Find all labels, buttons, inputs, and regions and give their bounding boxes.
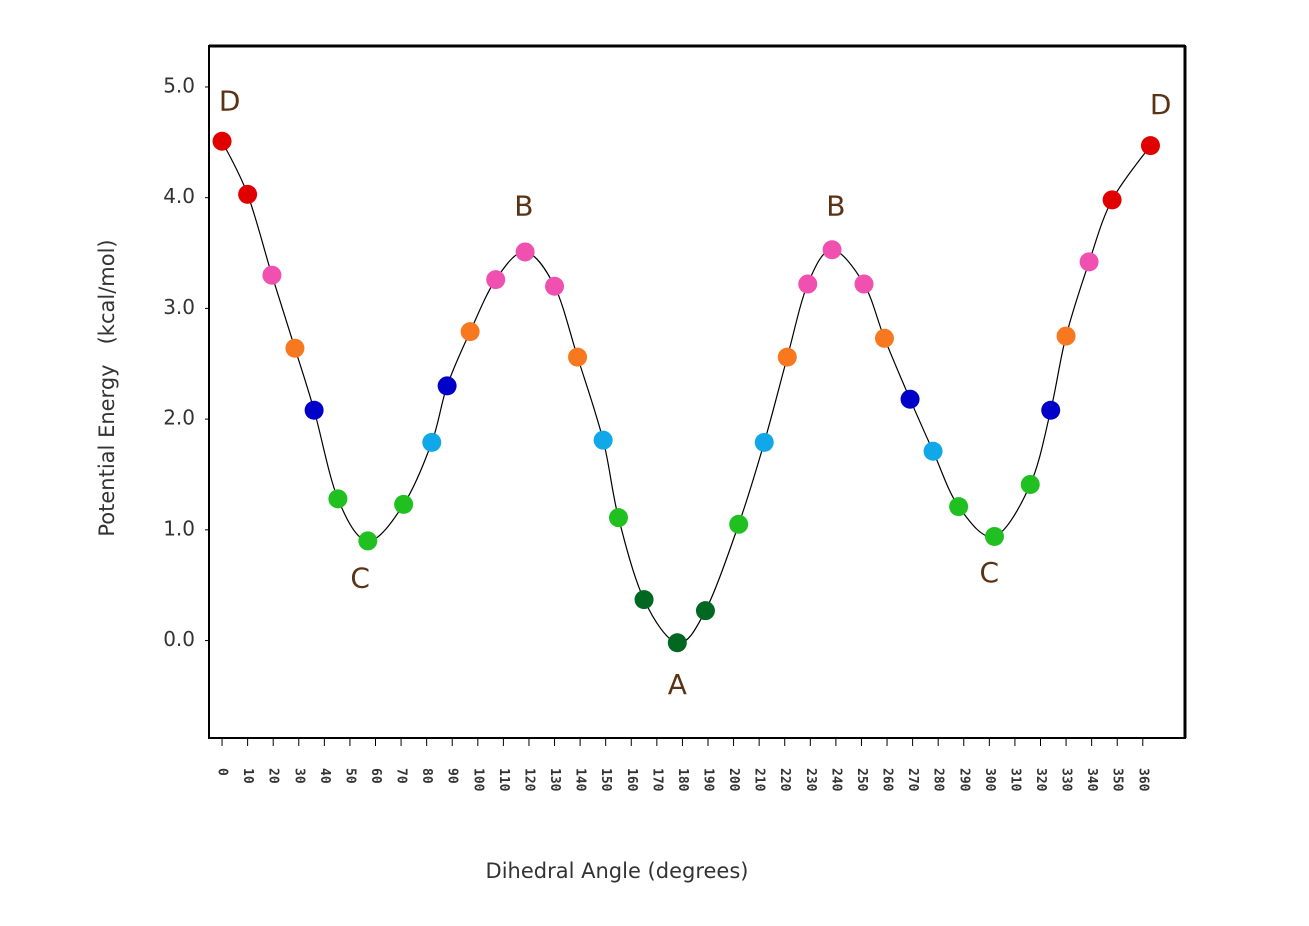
y-tick-label: 3.0 <box>163 295 195 319</box>
x-tick-label: 200 <box>726 768 741 792</box>
x-tick-label: 280 <box>931 768 946 792</box>
x-tick-label: 310 <box>1007 768 1022 792</box>
point <box>923 441 943 461</box>
y-axis-label: Potential Energy (kcal/mol) <box>95 239 119 536</box>
point <box>798 274 818 294</box>
annotation: D <box>219 84 241 117</box>
annotation: B <box>514 190 533 223</box>
y-tick-label: 5.0 <box>163 73 195 97</box>
point <box>754 432 774 452</box>
x-tick-label: 100 <box>470 768 485 792</box>
x-tick-label: 60 <box>368 768 383 784</box>
point <box>667 633 687 653</box>
point <box>854 274 874 294</box>
x-tick-label: 220 <box>777 768 792 792</box>
point <box>422 432 442 452</box>
x-tick-label: 340 <box>1084 768 1099 792</box>
annotation: B <box>826 190 845 223</box>
x-tick-label: 30 <box>291 768 306 784</box>
x-tick-label: 170 <box>649 768 664 792</box>
x-tick-label: 140 <box>573 768 588 792</box>
x-tick-label: 240 <box>828 768 843 792</box>
x-tick-label: 350 <box>1110 768 1125 792</box>
x-tick-label: 120 <box>521 768 536 792</box>
point <box>358 531 378 551</box>
x-tick-label: 230 <box>803 768 818 792</box>
point <box>545 276 565 296</box>
x-axis-label: Dihedral Angle (degrees) <box>486 859 749 883</box>
point <box>634 590 654 610</box>
point <box>900 389 920 409</box>
point <box>1020 474 1040 494</box>
point <box>608 508 628 528</box>
x-tick-label: 260 <box>880 768 895 792</box>
y-tick-label: 1.0 <box>163 516 195 540</box>
point <box>394 494 414 514</box>
x-tick-label: 130 <box>547 768 562 792</box>
x-tick-label: 40 <box>317 768 332 784</box>
point <box>285 338 305 358</box>
point <box>1041 400 1061 420</box>
point <box>1079 252 1099 272</box>
x-tick-label: 20 <box>266 768 281 784</box>
point <box>874 328 894 348</box>
point <box>437 376 457 396</box>
point <box>593 430 613 450</box>
y-tick-label: 4.0 <box>163 184 195 208</box>
point <box>486 270 506 290</box>
x-tick-label: 150 <box>598 768 613 792</box>
point <box>1140 136 1160 156</box>
plot-frame <box>208 45 1186 739</box>
x-tick-label: 270 <box>905 768 920 792</box>
point <box>777 347 797 367</box>
y-tick-label: 2.0 <box>163 406 195 430</box>
x-tick-label: 330 <box>1059 768 1074 792</box>
point <box>460 322 480 342</box>
x-tick-label: 300 <box>982 768 997 792</box>
x-tick-label: 250 <box>854 768 869 792</box>
annotation: A <box>668 668 687 701</box>
point <box>304 400 324 420</box>
point <box>1102 190 1122 210</box>
point <box>568 347 588 367</box>
point <box>1056 326 1076 346</box>
x-tick-label: 0 <box>215 768 230 776</box>
x-tick-label: 180 <box>675 768 690 792</box>
point <box>328 489 348 509</box>
x-tick-label: 80 <box>419 768 434 784</box>
y-tick-label: 0.0 <box>163 627 195 651</box>
x-tick-label: 70 <box>394 768 409 784</box>
x-tick-label: 320 <box>1033 768 1048 792</box>
x-tick-label: 290 <box>956 768 971 792</box>
point <box>695 601 715 621</box>
point <box>822 240 842 260</box>
x-tick-label: 50 <box>342 768 357 784</box>
point <box>984 526 1004 546</box>
x-tick-label: 160 <box>624 768 639 792</box>
point <box>515 242 535 262</box>
x-tick-label: 90 <box>445 768 460 784</box>
x-tick-label: 210 <box>752 768 767 792</box>
point <box>729 514 749 534</box>
x-tick-label: 10 <box>240 768 255 784</box>
point <box>212 131 232 151</box>
annotation: D <box>1150 88 1172 121</box>
x-tick-label: 110 <box>496 768 511 792</box>
x-tick-label: 190 <box>700 768 715 792</box>
point <box>262 265 282 285</box>
x-tick-label: 360 <box>1135 768 1150 792</box>
annotation: C <box>980 556 1000 589</box>
point <box>949 497 969 517</box>
point <box>238 184 258 204</box>
annotation: C <box>350 562 370 595</box>
